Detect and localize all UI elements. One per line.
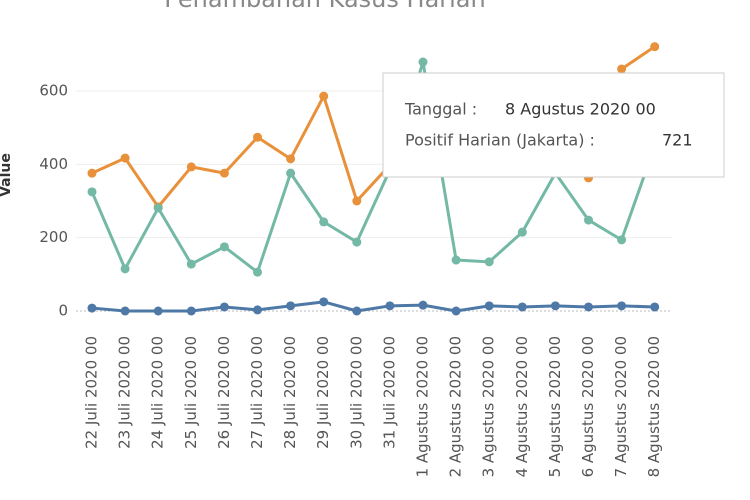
- x-tick-label: 29 Juli 2020 00: [314, 336, 332, 449]
- data-point: [286, 301, 296, 311]
- data-point: [418, 300, 428, 310]
- x-tick-label: 8 Agustus 2020 00: [645, 336, 663, 477]
- tooltip-value: 721: [662, 131, 693, 150]
- data-point: [319, 297, 329, 307]
- data-point: [451, 255, 461, 265]
- data-point: [617, 64, 627, 74]
- data-point: [484, 257, 494, 267]
- x-tick-label: 28 Juli 2020 00: [281, 336, 299, 449]
- data-point: [352, 237, 362, 247]
- data-point: [253, 305, 262, 315]
- data-point: [87, 303, 97, 313]
- y-tick-label: 0: [58, 302, 68, 320]
- x-tick-label: 26 Juli 2020 00: [215, 336, 233, 449]
- tooltip-value: 8 Agustus 2020 00: [505, 100, 656, 119]
- tooltip-box: [382, 72, 725, 178]
- data-point: [286, 168, 296, 178]
- data-point: [584, 215, 593, 225]
- x-tick-label: 27 Juli 2020 00: [248, 336, 266, 449]
- tooltip: Tanggal : 8 Agustus 2020 00 Positif Harian…: [382, 72, 725, 178]
- x-tick-label: 2 Agustus 2020 00: [447, 336, 465, 477]
- data-point: [352, 306, 362, 316]
- data-point: [650, 42, 660, 52]
- data-point: [253, 267, 262, 277]
- y-tick-label: 400: [39, 155, 68, 173]
- data-point: [319, 91, 329, 101]
- data-point: [484, 301, 494, 311]
- x-tick-label: 3 Agustus 2020 00: [480, 336, 498, 477]
- data-point: [120, 264, 130, 274]
- data-point: [219, 302, 229, 312]
- data-point: [617, 235, 627, 245]
- x-tick-label: 7 Agustus 2020 00: [612, 336, 630, 477]
- y-tick-label: 600: [39, 82, 68, 100]
- data-point: [650, 302, 660, 312]
- chart-title: Penambahan Kasus Harian: [164, 0, 485, 13]
- y-tick-label: 200: [39, 228, 68, 246]
- data-point: [352, 196, 362, 206]
- data-point: [517, 227, 527, 237]
- data-point: [451, 306, 461, 316]
- x-tick-label: 24 Juli 2020 00: [149, 336, 167, 449]
- x-tick-label: 31 Juli 2020 00: [380, 336, 398, 449]
- x-tick-label: 23 Juli 2020 00: [116, 336, 134, 449]
- data-point: [186, 162, 196, 172]
- data-point: [319, 217, 329, 227]
- data-point: [186, 259, 196, 269]
- data-point: [120, 153, 130, 163]
- x-tick-label: 5 Agustus 2020 00: [546, 336, 564, 477]
- x-tick-label: 25 Juli 2020 00: [182, 336, 200, 449]
- y-axis-label: Value: [0, 153, 14, 197]
- x-tick-label: 30 Juli 2020 00: [347, 336, 365, 449]
- x-tick-label: 6 Agustus 2020 00: [579, 336, 597, 477]
- data-point: [219, 168, 229, 178]
- x-tick-label: 22 Juli 2020 00: [83, 336, 101, 449]
- data-point: [120, 306, 130, 316]
- x-tick-label: 1 Agustus 2020 00: [414, 336, 432, 477]
- data-point: [385, 301, 395, 311]
- tooltip-label: Positif Harian (Jakarta) :: [405, 131, 595, 150]
- data-point: [517, 302, 527, 312]
- data-point: [617, 301, 627, 311]
- data-point: [87, 187, 97, 197]
- x-tick-label: 4 Agustus 2020 00: [513, 336, 531, 477]
- data-point: [153, 306, 163, 316]
- tooltip-label: Tanggal :: [404, 100, 477, 119]
- data-point: [186, 306, 196, 316]
- data-point: [286, 154, 296, 164]
- data-point: [219, 242, 229, 252]
- series-line: [91, 300, 655, 313]
- data-point: [550, 301, 560, 311]
- data-point: [253, 132, 262, 142]
- series-line: [90, 60, 657, 274]
- data-point: [153, 203, 163, 213]
- data-point: [87, 168, 97, 178]
- data-point: [584, 302, 593, 312]
- data-point: [418, 57, 428, 67]
